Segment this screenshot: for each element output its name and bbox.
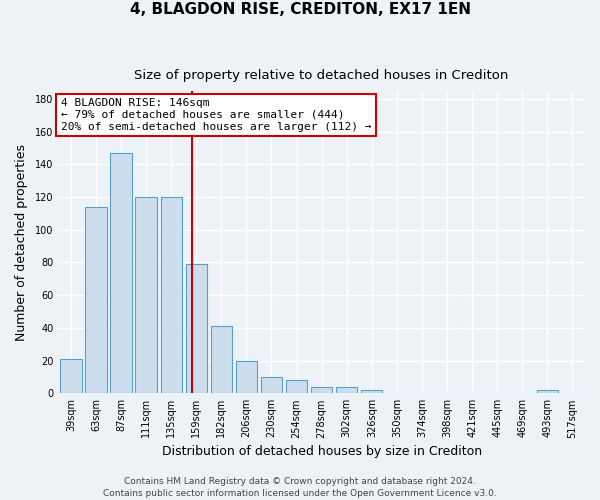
Text: Contains HM Land Registry data © Crown copyright and database right 2024.
Contai: Contains HM Land Registry data © Crown c…: [103, 476, 497, 498]
Bar: [185, 264, 207, 394]
Bar: [110, 153, 131, 394]
Bar: [311, 387, 332, 394]
Title: Size of property relative to detached houses in Crediton: Size of property relative to detached ho…: [134, 69, 509, 82]
Bar: [336, 387, 358, 394]
Bar: [261, 377, 282, 394]
Text: 4 BLAGDON RISE: 146sqm
← 79% of detached houses are smaller (444)
20% of semi-de: 4 BLAGDON RISE: 146sqm ← 79% of detached…: [61, 98, 371, 132]
Bar: [286, 380, 307, 394]
Bar: [161, 197, 182, 394]
Y-axis label: Number of detached properties: Number of detached properties: [15, 144, 28, 340]
Text: 4, BLAGDON RISE, CREDITON, EX17 1EN: 4, BLAGDON RISE, CREDITON, EX17 1EN: [130, 2, 470, 18]
X-axis label: Distribution of detached houses by size in Crediton: Distribution of detached houses by size …: [161, 444, 482, 458]
Bar: [85, 207, 107, 394]
Bar: [236, 360, 257, 394]
Bar: [136, 197, 157, 394]
Bar: [361, 390, 382, 394]
Bar: [60, 359, 82, 394]
Bar: [537, 390, 558, 394]
Bar: [211, 326, 232, 394]
